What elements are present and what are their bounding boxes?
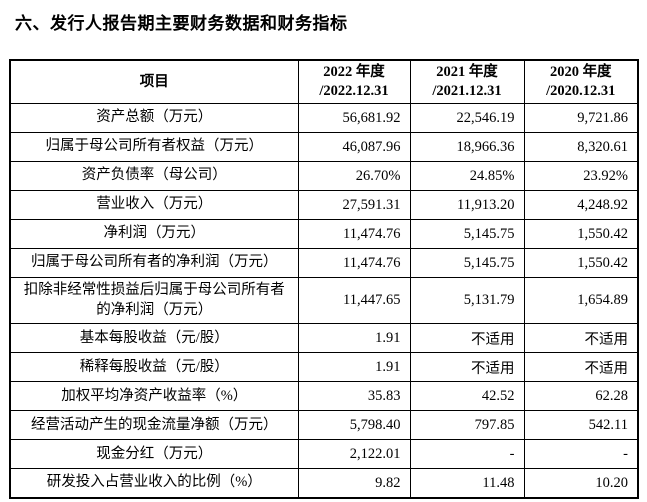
value-2020: 不适用 — [523, 352, 639, 383]
column-header-2021-date: /2021.12.31 — [432, 83, 502, 100]
value-2022: 46,087.96 — [297, 132, 411, 163]
value-2020: - — [523, 439, 639, 470]
table-row: 加权平均净资产收益率（%） 35.83 42.52 62.28 — [9, 381, 639, 412]
value-2022: 9.82 — [297, 468, 411, 499]
table-row: 营业收入（万元） 27,591.31 11,913.20 4,248.92 — [9, 190, 639, 221]
value-2022: 26.70% — [297, 161, 411, 192]
table-row: 资产负债率（母公司） 26.70% 24.85% 23.92% — [9, 161, 639, 192]
value-2022: 5,798.40 — [297, 410, 411, 441]
row-item-label: 现金分红（万元） — [9, 439, 299, 470]
row-item-label: 净利润（万元） — [9, 219, 299, 250]
value-2021: 42.52 — [409, 381, 525, 412]
value-2022: 35.83 — [297, 381, 411, 412]
row-item-label: 资产总额（万元） — [9, 103, 299, 134]
value-2022: 11,474.76 — [297, 248, 411, 279]
row-item-label: 稀释每股收益（元/股） — [9, 352, 299, 383]
value-2022: 27,591.31 — [297, 190, 411, 221]
value-2022: 1.91 — [297, 323, 411, 354]
value-2022: 56,681.92 — [297, 103, 411, 134]
table-row: 研发投入占营业收入的比例（%） 9.82 11.48 10.20 — [9, 468, 639, 499]
value-2022: 2,122.01 — [297, 439, 411, 470]
row-item-label: 扣除非经常性损益后归属于母公司所有者的净利润（万元） — [9, 277, 299, 325]
value-2021: 5,131.79 — [409, 277, 525, 325]
row-item-label: 资产负债率（母公司） — [9, 161, 299, 192]
value-2020: 1,654.89 — [523, 277, 639, 325]
table-row: 资产总额（万元） 56,681.92 22,546.19 9,721.86 — [9, 103, 639, 134]
column-header-2022-date: /2022.12.31 — [319, 83, 389, 100]
column-header-2020-date: /2020.12.31 — [546, 83, 616, 100]
value-2021: 22,546.19 — [409, 103, 525, 134]
value-2020: 62.28 — [523, 381, 639, 412]
table-row: 经营活动产生的现金流量净额（万元） 5,798.40 797.85 542.11 — [9, 410, 639, 441]
column-header-2022: 2022 年度 /2022.12.31 — [297, 59, 411, 105]
value-2021: 797.85 — [409, 410, 525, 441]
row-item-label: 经营活动产生的现金流量净额（万元） — [9, 410, 299, 441]
value-2020: 8,320.61 — [523, 132, 639, 163]
value-2020: 1,550.42 — [523, 219, 639, 250]
financial-data-table: 项目 2022 年度 /2022.12.31 2021 年度 /2021.12.… — [9, 59, 639, 499]
row-item-label: 研发投入占营业收入的比例（%） — [9, 468, 299, 499]
value-2022: 1.91 — [297, 352, 411, 383]
value-2021: 11.48 — [409, 468, 525, 499]
row-item-label: 基本每股收益（元/股） — [9, 323, 299, 354]
value-2021: 5,145.75 — [409, 248, 525, 279]
column-header-2020: 2020 年度 /2020.12.31 — [523, 59, 639, 105]
row-item-label: 营业收入（万元） — [9, 190, 299, 221]
value-2021: 5,145.75 — [409, 219, 525, 250]
value-2021: 11,913.20 — [409, 190, 525, 221]
value-2022: 11,447.65 — [297, 277, 411, 325]
table-row: 现金分红（万元） 2,122.01 - - — [9, 439, 639, 470]
table-row: 稀释每股收益（元/股） 1.91 不适用 不适用 — [9, 352, 639, 383]
value-2021: 24.85% — [409, 161, 525, 192]
row-item-label: 归属于母公司所有者的净利润（万元） — [9, 248, 299, 279]
value-2020: 9,721.86 — [523, 103, 639, 134]
value-2020: 不适用 — [523, 323, 639, 354]
value-2021: 18,966.36 — [409, 132, 525, 163]
value-2020: 542.11 — [523, 410, 639, 441]
column-header-2021: 2021 年度 /2021.12.31 — [409, 59, 525, 105]
page-title: 六、发行人报告期主要财务数据和财务指标 — [15, 14, 348, 33]
value-2021: 不适用 — [409, 352, 525, 383]
table-header-row: 项目 2022 年度 /2022.12.31 2021 年度 /2021.12.… — [9, 59, 639, 105]
table-row: 扣除非经常性损益后归属于母公司所有者的净利润（万元） 11,447.65 5,1… — [9, 277, 639, 325]
column-header-2022-year: 2022 年度 — [323, 64, 385, 80]
row-item-label: 加权平均净资产收益率（%） — [9, 381, 299, 412]
column-header-2021-year: 2021 年度 — [436, 64, 498, 80]
value-2020: 4,248.92 — [523, 190, 639, 221]
table-row: 归属于母公司所有者权益（万元） 46,087.96 18,966.36 8,32… — [9, 132, 639, 163]
table-row: 归属于母公司所有者的净利润（万元） 11,474.76 5,145.75 1,5… — [9, 248, 639, 279]
row-item-label: 归属于母公司所有者权益（万元） — [9, 132, 299, 163]
value-2022: 11,474.76 — [297, 219, 411, 250]
value-2020: 10.20 — [523, 468, 639, 499]
column-header-2020-year: 2020 年度 — [549, 64, 612, 80]
column-header-item: 项目 — [9, 59, 299, 105]
value-2020: 23.92% — [523, 161, 639, 192]
table-row: 净利润（万元） 11,474.76 5,145.75 1,550.42 — [9, 219, 639, 250]
value-2021: 不适用 — [409, 323, 525, 354]
value-2020: 1,550.42 — [523, 248, 639, 279]
value-2021: - — [409, 439, 525, 470]
table-row: 基本每股收益（元/股） 1.91 不适用 不适用 — [9, 323, 639, 354]
